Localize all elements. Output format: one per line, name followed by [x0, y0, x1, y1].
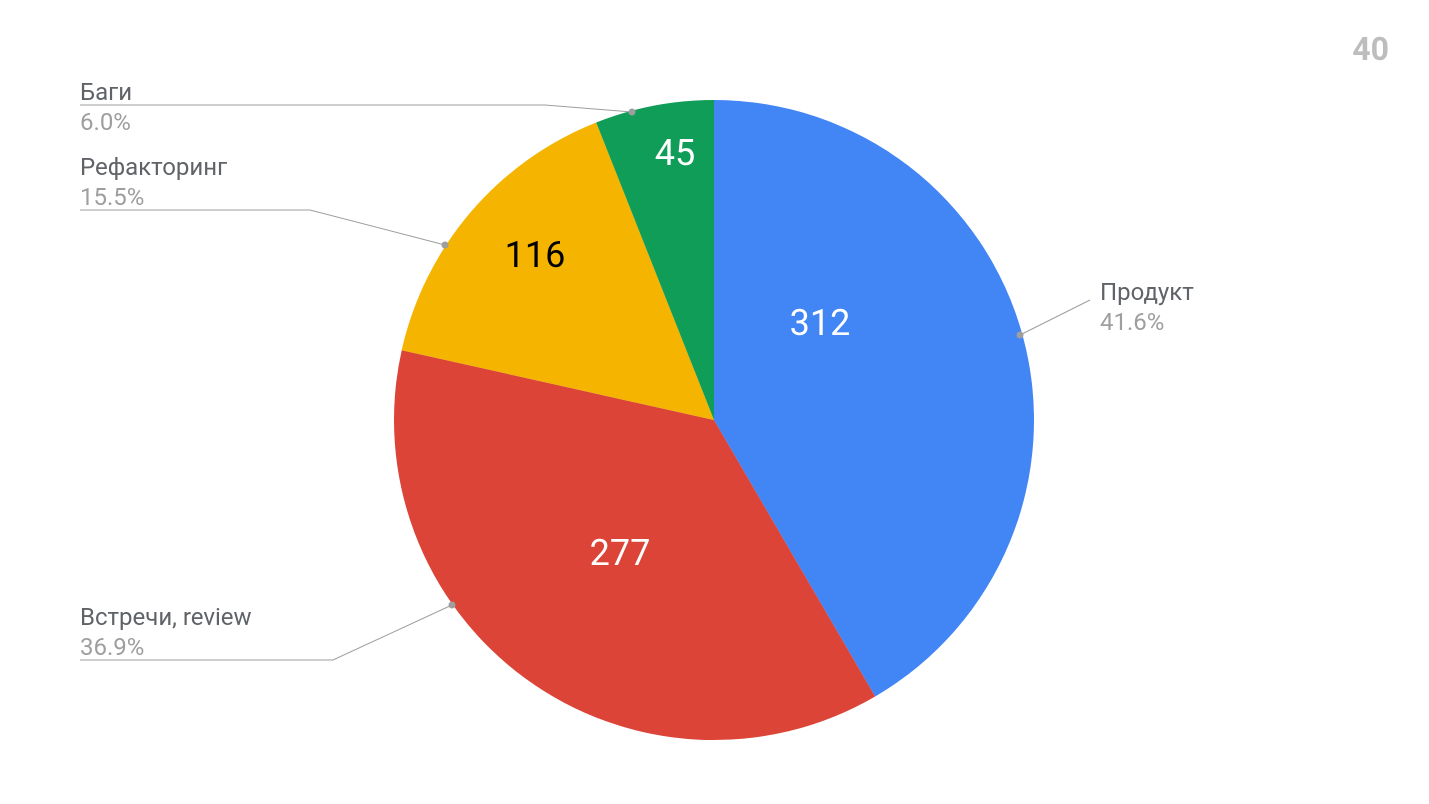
slice-label: Встречи, review — [80, 603, 252, 631]
leader-dot — [442, 242, 449, 249]
slice-label: Баги — [80, 78, 132, 106]
pie-chart: 312 277 116 45 Продукт41.6% Встречи, review3… — [0, 0, 1429, 804]
slice-percent: 15.5% — [80, 183, 144, 211]
leader-dot — [629, 109, 636, 116]
leader-line — [80, 210, 445, 245]
leader-line — [80, 105, 632, 112]
slice-value: 312 — [790, 302, 851, 344]
leader-line — [1020, 300, 1090, 335]
slice-percent: 36.9% — [80, 633, 144, 661]
slice-value: 116 — [505, 234, 566, 276]
leader-dot — [449, 602, 456, 609]
slice-value: 45 — [655, 132, 695, 174]
slice-percent: 41.6% — [1100, 308, 1164, 336]
slice-label: Рефакторинг — [80, 153, 227, 181]
slice-percent: 6.0% — [80, 108, 131, 136]
page-number: 40 — [1352, 30, 1389, 68]
slice-value: 277 — [590, 532, 651, 574]
slice-label: Продукт — [1100, 278, 1194, 306]
leader-dot — [1017, 332, 1024, 339]
